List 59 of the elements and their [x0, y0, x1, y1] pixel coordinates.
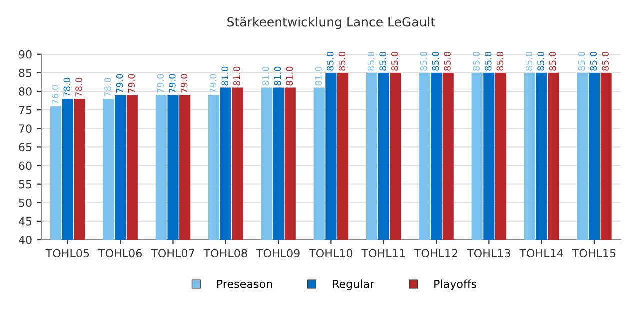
legend-label: Regular: [333, 280, 375, 290]
data-label: 85.0: [420, 52, 428, 71]
data-label: 85.0: [326, 52, 334, 71]
data-label: 79.0: [128, 74, 136, 94]
data-label: 81.0: [262, 66, 270, 86]
data-label: 79.0: [210, 74, 217, 94]
x-tick-label: TOHL05: [46, 249, 90, 258]
data-label: 78.0: [104, 78, 112, 97]
y-tick-label: 90: [19, 50, 32, 59]
data-label: 85.0: [590, 52, 598, 71]
data-label: 81.0: [315, 66, 322, 86]
x-tick-label: TOHL06: [98, 249, 142, 258]
data-label: 85.0: [526, 52, 533, 71]
y-tick-label: 65: [19, 143, 32, 152]
x-tick-label: TOHL08: [204, 249, 248, 258]
data-label: 76.0: [52, 85, 59, 104]
y-tick-label: 45: [18, 218, 32, 226]
x-tick-label: TOHL13: [467, 249, 510, 258]
x-tick-label: TOHL11: [362, 249, 405, 258]
data-label: 85.0: [484, 52, 492, 71]
data-label: 85.0: [338, 52, 346, 71]
data-label: 85.0: [602, 52, 609, 71]
chart-title: Stärkeentwicklung Lance LeGault: [228, 17, 436, 30]
data-label: 85.0: [368, 52, 375, 71]
data-label: 79.0: [180, 74, 188, 94]
data-label: 78.0: [76, 78, 82, 97]
y-tick-label: 85: [19, 68, 32, 78]
x-tick-label: TOHL10: [309, 249, 353, 258]
data-label: 85.0: [496, 52, 504, 71]
data-label: 79.0: [157, 74, 164, 94]
data-label: 81.0: [222, 66, 229, 86]
data-label: 81.0: [274, 66, 282, 86]
legend-label: Preseason: [217, 280, 272, 288]
data-label: 85.0: [391, 52, 398, 71]
data-label: 85.0: [578, 52, 586, 71]
data-label: 85.0: [473, 52, 480, 71]
data-label: 85.0: [380, 52, 386, 71]
y-tick-label: 55: [19, 180, 32, 189]
data-label: 85.0: [432, 52, 440, 71]
y-tick-label: 40: [18, 236, 32, 244]
legend-label: Playoffs: [434, 280, 477, 290]
data-label: 81.0: [234, 66, 240, 86]
data-label: 85.0: [549, 52, 556, 71]
x-tick-label: TOHL12: [414, 249, 458, 258]
x-tick-label: TOHL07: [151, 249, 194, 258]
data-label: 79.0: [169, 74, 176, 94]
data-label: 85.0: [444, 52, 451, 71]
y-tick-label: 50: [19, 198, 32, 208]
data-label: 81.0: [286, 66, 294, 86]
y-tick-label: 75: [19, 106, 32, 114]
x-tick-label: TOHL15: [572, 249, 616, 258]
y-tick-label: 80: [19, 87, 32, 96]
y-tick-label: 70: [19, 124, 32, 134]
y-tick-label: 60: [19, 162, 32, 170]
data-label: 78.0: [64, 78, 71, 97]
x-tick-label: TOHL14: [520, 249, 564, 258]
data-label: 79.0: [116, 74, 124, 94]
x-tick-label: TOHL09: [256, 249, 300, 258]
data-label: 85.0: [538, 52, 544, 71]
